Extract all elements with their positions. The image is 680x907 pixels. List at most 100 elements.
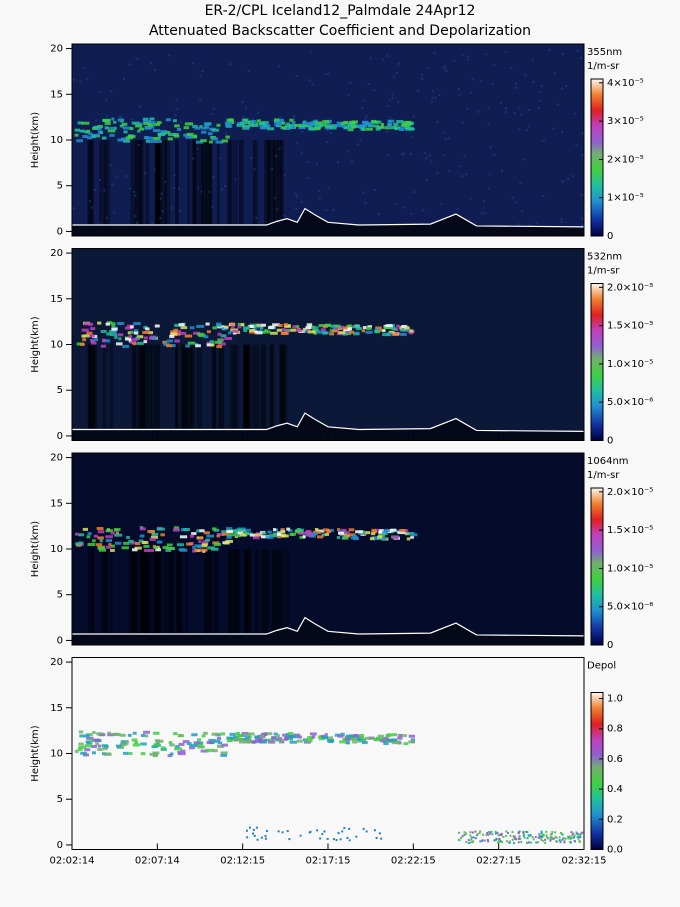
cloud-pixel bbox=[393, 733, 398, 737]
noise bbox=[456, 208, 459, 211]
signal-streak bbox=[279, 140, 284, 225]
cloud-pixel bbox=[360, 127, 366, 131]
cloud-pixel bbox=[362, 531, 371, 535]
cloud-pixel bbox=[174, 323, 181, 327]
cloud-pixel bbox=[341, 528, 347, 532]
noise bbox=[111, 183, 114, 186]
cloud-pixel bbox=[259, 734, 265, 738]
y-tick-label: 20 bbox=[50, 44, 63, 55]
y-tick-label: 0 bbox=[57, 635, 63, 646]
aerosol-pixel bbox=[509, 840, 512, 843]
x-tick-label: 02:12:15 bbox=[220, 856, 265, 867]
signal-streak bbox=[232, 140, 238, 225]
signal-streak bbox=[136, 140, 143, 225]
cloud-pixel bbox=[110, 531, 115, 535]
signal-streak bbox=[268, 140, 275, 225]
noise bbox=[493, 64, 496, 67]
y-tick-label: 10 bbox=[50, 340, 63, 351]
cloud-pixel bbox=[173, 526, 180, 530]
aerosol-pixel bbox=[538, 833, 541, 836]
noise bbox=[200, 190, 203, 193]
cloud-pixel bbox=[80, 342, 85, 346]
cloud-pixel bbox=[147, 331, 154, 335]
aerosol-pixel bbox=[569, 841, 572, 844]
cloud-pixel bbox=[289, 118, 294, 122]
cloud-pixel bbox=[268, 738, 274, 742]
colorbar-tick-label: 1.0×10⁻⁵ bbox=[607, 359, 653, 370]
cloud-pixel bbox=[144, 126, 151, 130]
noise bbox=[395, 71, 398, 74]
signal-streak bbox=[131, 344, 137, 429]
cloud-pixel bbox=[97, 546, 106, 550]
cloud-pixel bbox=[410, 738, 415, 742]
cloud-pixel bbox=[110, 329, 117, 333]
cloud-pixel bbox=[154, 324, 160, 328]
cloud-pixel bbox=[74, 532, 79, 536]
cloud-pixel bbox=[132, 743, 141, 747]
aerosol-pixel bbox=[560, 832, 563, 835]
aerosol-pixel bbox=[486, 838, 489, 841]
cloud-pixel bbox=[107, 731, 112, 735]
cloud-pixel bbox=[374, 329, 378, 333]
cloud-pixel bbox=[404, 529, 409, 533]
y-tick-label: 15 bbox=[50, 294, 63, 305]
noise bbox=[168, 54, 171, 57]
cloud-pixel bbox=[117, 138, 125, 142]
cloud-pixel bbox=[239, 533, 248, 537]
signal-streak bbox=[180, 344, 186, 429]
signal-streak bbox=[187, 140, 190, 225]
cloud-pixel bbox=[93, 125, 101, 129]
aerosol-pixel bbox=[545, 836, 548, 839]
aerosol-pixel bbox=[487, 833, 490, 836]
cloud-pixel bbox=[347, 125, 355, 129]
cloud-pixel bbox=[203, 335, 209, 339]
aerosol-pixel bbox=[470, 838, 473, 841]
signal-streak bbox=[192, 140, 196, 225]
cloud-pixel bbox=[294, 123, 302, 127]
cloud-pixel bbox=[224, 336, 233, 340]
aerosol-pixel bbox=[551, 831, 554, 834]
signal-streak bbox=[147, 344, 153, 429]
cloud-pixel bbox=[238, 740, 247, 744]
cloud-pixel bbox=[84, 744, 92, 748]
cloud-pixel bbox=[131, 738, 138, 742]
cloud-pixel bbox=[351, 125, 356, 129]
cloud-pixel bbox=[291, 125, 296, 129]
cloud-pixel bbox=[294, 529, 303, 533]
aerosol-pixel bbox=[571, 832, 574, 835]
cloud-pixel bbox=[165, 548, 172, 552]
aerosol-pixel bbox=[264, 834, 267, 837]
cloud-pixel bbox=[91, 751, 96, 755]
aerosol-pixel bbox=[576, 833, 579, 836]
cloud-pixel bbox=[131, 121, 140, 125]
cloud-pixel bbox=[100, 329, 107, 333]
cloud-pixel bbox=[88, 132, 93, 136]
cloud-pixel bbox=[127, 331, 132, 335]
cloud-pixel bbox=[122, 126, 131, 130]
noise bbox=[233, 121, 236, 124]
signal-streak bbox=[154, 140, 161, 225]
cloud-pixel bbox=[135, 124, 143, 128]
cloud-pixel bbox=[262, 330, 267, 334]
cloud-pixel bbox=[152, 754, 159, 758]
noise bbox=[150, 62, 153, 65]
cloud-pixel bbox=[381, 537, 387, 541]
cloud-pixel bbox=[191, 733, 198, 737]
cloud-pixel bbox=[185, 135, 193, 139]
cloud-pixel bbox=[157, 739, 164, 743]
signal-streak bbox=[245, 549, 252, 634]
noise bbox=[293, 115, 296, 118]
aerosol-pixel bbox=[563, 841, 566, 844]
noise bbox=[159, 217, 162, 220]
noise bbox=[410, 212, 413, 215]
noise bbox=[359, 138, 362, 141]
cloud-pixel bbox=[101, 752, 106, 756]
noise bbox=[136, 57, 139, 60]
noise bbox=[440, 203, 443, 206]
noise bbox=[538, 90, 541, 93]
signal-streak bbox=[151, 344, 156, 429]
cloud-pixel bbox=[377, 125, 384, 129]
cloud-pixel bbox=[260, 326, 264, 330]
aerosol-pixel bbox=[507, 831, 510, 834]
cloud-pixel bbox=[399, 528, 406, 532]
